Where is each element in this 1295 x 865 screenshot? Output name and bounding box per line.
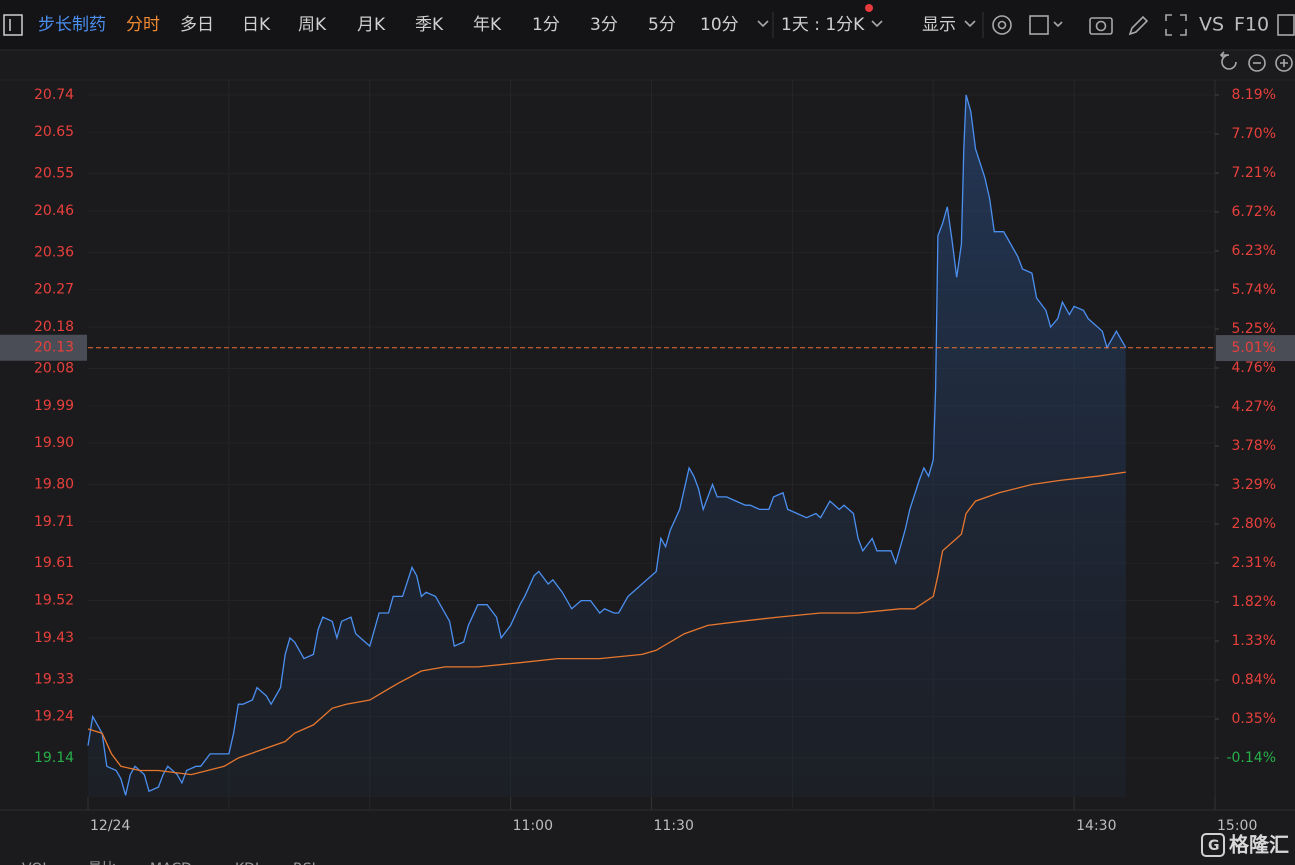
tab[interactable]: 分时: [126, 15, 160, 35]
y2-tick-label: 6.23%: [1232, 243, 1276, 259]
y2-tick-label: 2.31%: [1232, 555, 1276, 571]
zoom-in-plus: [1280, 59, 1288, 67]
tab[interactable]: 月K: [357, 15, 386, 35]
y2-tick-label: 5.74%: [1232, 282, 1276, 298]
indicator-tab[interactable]: RSI: [293, 861, 316, 865]
layout-icon[interactable]: [1029, 15, 1049, 35]
y2-tick-label: 3.29%: [1232, 477, 1276, 493]
toolbar: [0, 0, 1295, 50]
tab[interactable]: 年K: [473, 15, 502, 35]
y2-tick-label: 3.78%: [1232, 438, 1276, 454]
y-tick-label: 19.43: [34, 630, 74, 646]
tab[interactable]: 5分: [648, 15, 676, 35]
y2-tick-label: 4.27%: [1232, 399, 1276, 415]
camera-icon[interactable]: [1089, 17, 1113, 35]
y2-tick-label: 4.76%: [1232, 360, 1276, 376]
average-line: [87, 471, 1126, 776]
reset-icon[interactable]: [1219, 51, 1237, 70]
sidebar-toggle[interactable]: [3, 14, 23, 36]
y-tick-label: 19.80: [34, 477, 74, 493]
y2-tick-label: 7.70%: [1232, 126, 1276, 142]
y-tick-label: 20.18: [34, 319, 74, 335]
tab[interactable]: 1分: [532, 15, 560, 35]
y2-tick-label: 0.35%: [1232, 711, 1276, 727]
vs-button[interactable]: VS: [1199, 14, 1224, 36]
stock-name[interactable]: 步长制药: [38, 15, 106, 35]
y2-tick-label: 6.72%: [1232, 204, 1276, 220]
price-area: [88, 94, 1126, 797]
y2-tick-label: -0.14%: [1226, 750, 1276, 766]
tab[interactable]: 周K: [298, 15, 327, 35]
zoom-in-icon[interactable]: [1275, 54, 1293, 72]
tab-group: 分时 多日 日K 周K 月K 季K 年K 1分 3分 5分 10分: [126, 15, 739, 35]
indicator-tab[interactable]: VOL: [22, 861, 50, 865]
y-tick-label: 19.61: [34, 555, 74, 571]
watermark-logo-letter: G: [1208, 838, 1220, 854]
indicator-tab[interactable]: 量比: [88, 861, 116, 865]
y-tick-label: 20.55: [34, 166, 74, 182]
y-tick-label: 19.14: [34, 750, 74, 766]
draw-icon[interactable]: [1128, 15, 1149, 36]
indicator-tab[interactable]: KDJ: [235, 861, 259, 865]
y2-tick-label: 8.19%: [1232, 87, 1276, 103]
tab[interactable]: 3分: [590, 15, 618, 35]
y-tick-label: 19.52: [34, 593, 74, 609]
x-tick-label: 14:30: [1076, 818, 1116, 834]
y2-tick-label: 0.84%: [1232, 672, 1276, 688]
y-tick-label: 19.90: [34, 435, 74, 451]
y2-tick-label: 5.25%: [1232, 321, 1276, 337]
x-tick-label: 11:00: [513, 818, 553, 834]
panel-icon[interactable]: [1277, 14, 1295, 36]
settings-icon-core: [997, 20, 1007, 30]
chevron[interactable]: [1053, 21, 1063, 28]
y-tick-label: 20.65: [34, 124, 74, 140]
last-price-label: 20.13: [34, 340, 74, 356]
period-select[interactable]: 1天 : 1分K: [781, 15, 865, 35]
y2-tick-label: 1.33%: [1232, 633, 1276, 649]
price-line: [87, 94, 1127, 796]
tab[interactable]: 季K: [415, 15, 444, 35]
y2-tick-label: 2.80%: [1232, 516, 1276, 532]
y-tick-label: 19.24: [34, 709, 74, 725]
x-tick-label: 11:30: [654, 818, 694, 834]
notice-dot: [865, 4, 873, 12]
watermark: 格隆汇: [1229, 833, 1289, 857]
tab[interactable]: 多日: [180, 15, 214, 35]
y2-tick-label: 7.21%: [1232, 165, 1276, 181]
y-tick-label: 19.71: [34, 514, 74, 530]
camera-lens: [1095, 20, 1107, 32]
last-change-badge: [1216, 335, 1295, 362]
y-tick-label: 20.46: [34, 203, 74, 219]
last-price-badge: [0, 334, 87, 361]
y-tick-label: 20.74: [34, 87, 74, 103]
f10-button[interactable]: F10: [1234, 14, 1269, 36]
chevron[interactable]: [964, 20, 976, 28]
x-tick-label: 15:00: [1217, 818, 1257, 834]
settings-icon[interactable]: [992, 15, 1012, 35]
y-tick-label: 19.33: [34, 671, 74, 687]
y-tick-label: 20.27: [34, 282, 74, 298]
watermark-logo: [1201, 833, 1225, 857]
indicator-tabs: VOL 量比 MACD KDJ RSI: [22, 861, 316, 865]
chevron[interactable]: [871, 20, 883, 28]
fullscreen-icon[interactable]: [1165, 14, 1187, 36]
tab[interactable]: 10分: [700, 15, 739, 35]
last-change-label: 5.01%: [1232, 340, 1276, 356]
y-tick-label: 20.08: [34, 360, 74, 376]
chevron[interactable]: [757, 20, 769, 28]
zoom-out-icon[interactable]: [1248, 54, 1266, 72]
y2-tick-label: 1.82%: [1232, 594, 1276, 610]
y-tick-label: 20.36: [34, 244, 74, 260]
display-menu[interactable]: 显示: [922, 15, 956, 35]
chart: 20.74 20.65 20.55 20.46 20.36 20.27 20.18 20.08…: [0, 79, 1295, 834]
tab[interactable]: 日K: [242, 15, 271, 35]
indicator-tab[interactable]: MACD: [150, 861, 192, 865]
x-tick-label: 12/24: [90, 818, 130, 834]
y-tick-label: 19.99: [34, 398, 74, 414]
